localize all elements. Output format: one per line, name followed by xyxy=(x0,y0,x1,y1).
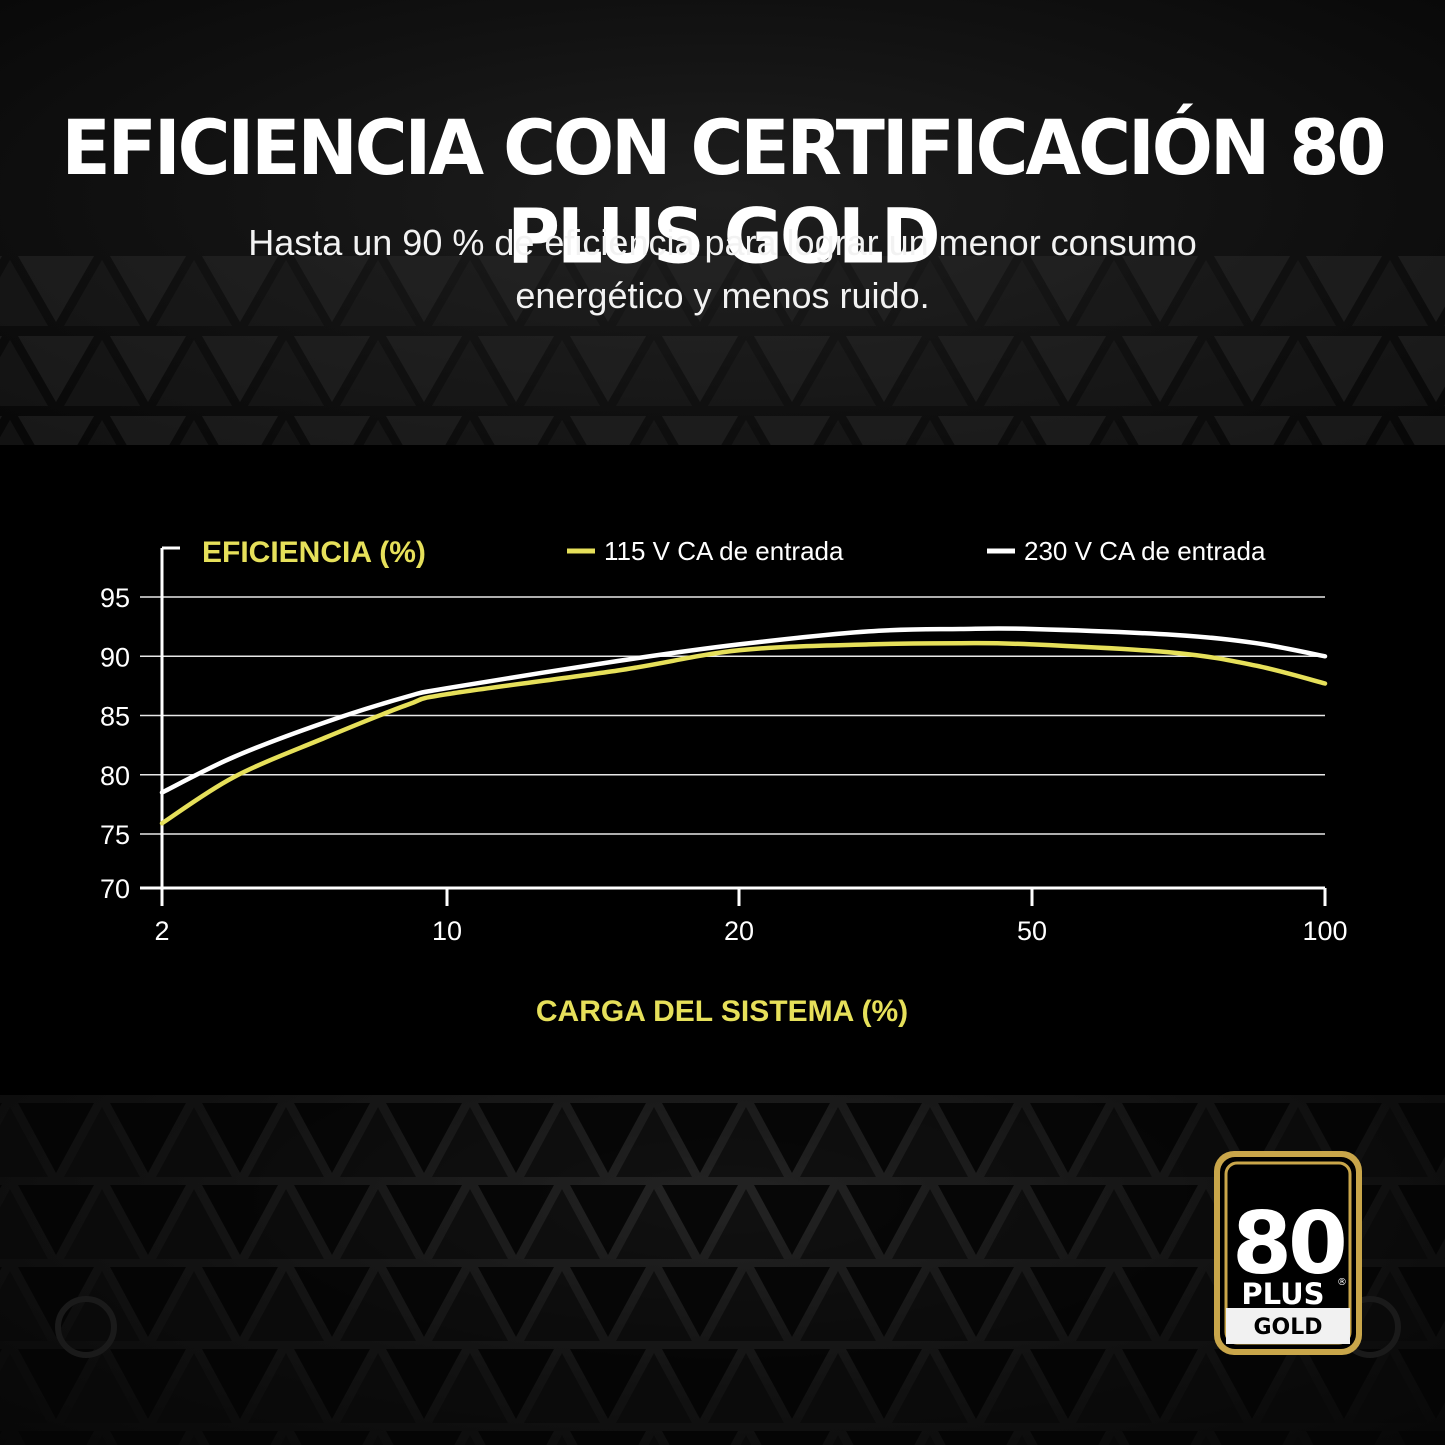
y-tick-label-70: 70 xyxy=(100,874,130,904)
legend: 115 V CA de entrada 230 V CA de entrada xyxy=(567,536,1266,566)
y-tick-label-80: 80 xyxy=(100,761,130,791)
x-tick-label-2: 2 xyxy=(154,916,169,946)
y-tick-label-75: 75 xyxy=(100,820,130,850)
badge-registered-mark: ® xyxy=(1337,1277,1347,1288)
y-tick-label-95: 95 xyxy=(100,583,130,613)
chart-background-band xyxy=(0,445,1445,1095)
triangle-grille-pattern-top xyxy=(0,250,1445,445)
badge-inner-panel xyxy=(1220,1157,1356,1349)
page-title: EFICIENCIA CON CERTIFICACIÓN 80 PLUS GOL… xyxy=(61,103,1386,281)
series-lines xyxy=(159,626,1328,826)
legend-label-230v: 230 V CA de entrada xyxy=(1024,536,1266,566)
x-tick-label-20: 20 xyxy=(724,916,754,946)
y-axis-title: EFICIENCIA (%) xyxy=(202,536,426,569)
grid-lines xyxy=(140,596,1325,835)
x-tick-label-50: 50 xyxy=(1017,916,1047,946)
y-tick-label-85: 85 xyxy=(100,702,130,732)
series-line-115v xyxy=(159,640,1328,826)
badge-tier-text: GOLD xyxy=(1253,1315,1322,1340)
badge-plus-text: PLUS xyxy=(1241,1277,1324,1311)
triangle-grille-pattern-bottom xyxy=(0,1095,1445,1445)
axes xyxy=(140,546,1327,906)
x-axis-title: CARGA DEL SISTEMA (%) xyxy=(536,995,908,1028)
background-mesh-top xyxy=(0,0,1445,445)
badge-number: 80 xyxy=(1232,1194,1344,1294)
efficiency-chart: 95 90 85 80 75 70 2 10 20 50 100 EFICIENCIA (%) CARG… xyxy=(100,536,1348,1028)
page-subtitle: Hasta un 90 % de eficiencia para lograr … xyxy=(248,222,1197,316)
legend-label-115v: 115 V CA de entrada xyxy=(604,536,844,566)
series-line-230v xyxy=(159,626,1328,795)
background-mesh-bottom xyxy=(0,1095,1445,1445)
x-tick-label-10: 10 xyxy=(432,916,462,946)
axis-labels: 95 90 85 80 75 70 2 10 20 50 100 EFICIENCIA (%) CARG… xyxy=(100,536,1348,1028)
x-tick-label-100: 100 xyxy=(1302,916,1347,946)
80-plus-gold-badge: 80 PLUS ® GOLD xyxy=(1214,1151,1362,1355)
screw-hole-left xyxy=(55,1296,117,1358)
y-tick-label-90: 90 xyxy=(100,642,130,672)
